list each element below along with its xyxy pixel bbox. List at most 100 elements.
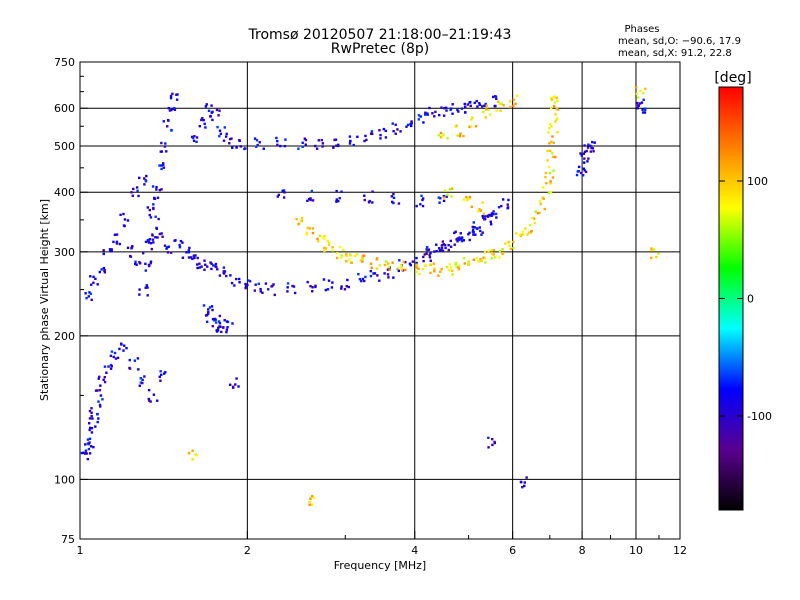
data-point-O	[88, 452, 92, 455]
data-point-X	[498, 102, 502, 106]
data-point-O	[579, 171, 583, 175]
x-tick-label: 1	[77, 544, 84, 557]
data-point-O	[459, 232, 462, 235]
data-point-O	[486, 215, 490, 218]
data-point-O	[101, 398, 104, 401]
data-point-O	[216, 125, 219, 129]
data-point-O	[583, 150, 587, 154]
data-point-O	[475, 226, 478, 230]
data-point-O	[160, 232, 163, 235]
data-point-O	[456, 108, 459, 112]
data-point-O	[173, 108, 177, 111]
data-point-O	[169, 251, 173, 254]
data-point-X	[433, 269, 436, 273]
data-point-X	[548, 142, 551, 145]
data-point-X	[554, 155, 557, 159]
data-point-X	[541, 196, 545, 200]
data-point-O	[128, 367, 132, 370]
data-point-O	[214, 321, 218, 324]
data-point-O	[428, 106, 431, 110]
data-point-O	[165, 247, 168, 250]
data-point-O	[576, 170, 579, 173]
colorbar-label: [deg]	[714, 70, 751, 86]
data-point-X	[375, 267, 378, 270]
data-point-O	[411, 260, 415, 263]
data-point-O	[87, 447, 91, 451]
y-axis-label: Stationary phase Virtual Height [km]	[38, 199, 51, 401]
data-point-O	[484, 215, 487, 218]
data-point-O	[216, 329, 220, 332]
data-point-X	[499, 109, 502, 112]
data-point-O	[335, 144, 338, 147]
data-point-X	[492, 253, 495, 256]
data-point-O	[185, 251, 188, 254]
data-point-X	[550, 98, 554, 102]
data-point-O	[392, 192, 395, 196]
data-point-O	[223, 319, 226, 322]
data-point-O	[378, 129, 381, 132]
data-point-X	[306, 226, 309, 230]
data-point-O	[463, 102, 466, 106]
data-point-O	[335, 200, 338, 203]
data-point-X	[484, 261, 487, 264]
data-point-X	[556, 99, 559, 102]
data-point-O	[203, 259, 206, 262]
data-point-O	[88, 422, 91, 425]
data-point-O	[204, 126, 207, 129]
data-point-X	[483, 257, 487, 260]
data-point-X	[512, 98, 516, 102]
data-point-O	[85, 452, 88, 455]
data-point-O	[244, 282, 247, 286]
data-point-O	[149, 260, 153, 263]
data-point-O	[272, 283, 275, 286]
data-point-O	[437, 247, 441, 250]
data-point-O	[472, 230, 475, 234]
stats-line-o: mean, sd,O: −90.6, 17.9	[618, 36, 741, 47]
data-point-O	[483, 217, 487, 221]
data-point-O	[283, 191, 286, 194]
data-point-X	[295, 217, 298, 221]
data-point-O	[110, 248, 113, 251]
data-point-O	[217, 320, 221, 323]
data-point-X	[550, 125, 553, 128]
data-point-X	[416, 266, 419, 269]
data-point-O	[592, 150, 595, 153]
data-point-O	[471, 225, 474, 229]
data-point-O	[161, 235, 164, 238]
data-point-O	[427, 248, 431, 251]
data-point-X	[429, 263, 433, 267]
data-point-X	[340, 254, 344, 257]
data-point-X	[448, 263, 452, 266]
data-point-X	[417, 267, 420, 271]
data-point-O	[525, 476, 528, 479]
data-point-O	[460, 107, 464, 110]
data-point-O	[225, 330, 228, 334]
data-point-X	[415, 264, 418, 268]
data-point-O	[141, 378, 144, 382]
data-point-O	[92, 275, 95, 279]
data-point-O	[225, 132, 228, 136]
data-point-X	[548, 126, 551, 130]
data-point-X	[338, 245, 342, 249]
data-point-O	[135, 263, 138, 266]
data-point-O	[410, 120, 413, 123]
data-point-X	[485, 104, 488, 107]
data-point-O	[364, 275, 367, 279]
data-point-X	[641, 91, 645, 95]
data-point-O	[164, 142, 167, 145]
data-point-O	[105, 371, 108, 374]
data-point-O	[585, 149, 588, 153]
data-point-O	[230, 137, 233, 140]
data-point-O	[340, 190, 343, 193]
data-point-O	[369, 274, 373, 278]
data-point-X	[359, 259, 363, 262]
data-point-O	[447, 248, 450, 252]
data-point-O	[175, 93, 178, 96]
data-point-O	[88, 441, 91, 444]
data-point-O	[433, 250, 436, 253]
data-point-O	[238, 281, 241, 284]
data-point-X	[484, 116, 487, 119]
data-point-O	[481, 214, 484, 218]
data-point-X	[512, 246, 515, 250]
data-point-X	[423, 264, 427, 267]
